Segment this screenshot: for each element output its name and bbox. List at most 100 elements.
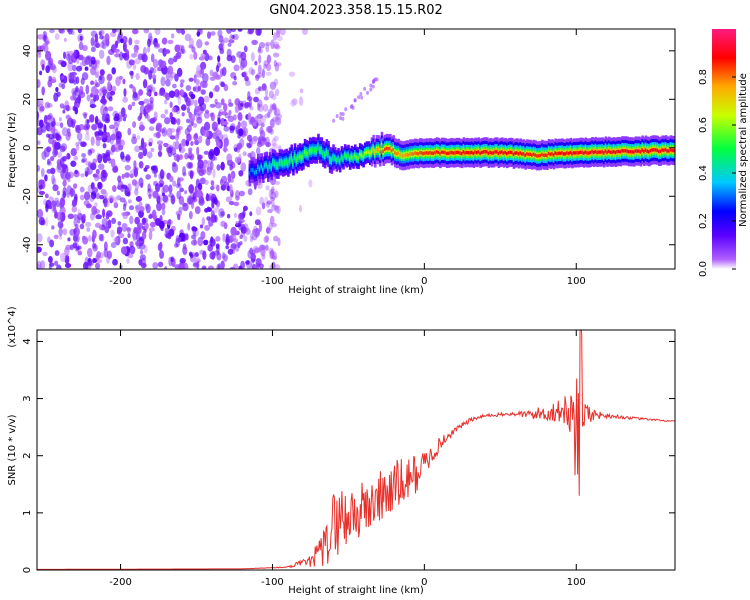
heatmap-cell [134, 58, 141, 65]
heatmap-cell [107, 106, 114, 112]
heatmap-cell [277, 237, 281, 247]
heatmap-cell [57, 151, 63, 158]
heatmap-cell [246, 96, 253, 102]
heatmap-cell [432, 151, 436, 156]
heatmap-cell [98, 163, 105, 170]
heatmap-cell [239, 234, 243, 240]
heatmap-cell [175, 52, 180, 60]
heatmap-cell [133, 160, 137, 169]
heatmap-cell [190, 93, 196, 100]
heatmap-cell [210, 153, 216, 162]
heatmap-cell [357, 95, 361, 100]
heatmap-cell [64, 100, 69, 108]
heatmap-cell [261, 137, 267, 145]
heatmap-cell [57, 220, 64, 229]
heatmap-cell [148, 141, 153, 147]
heatmap-cell [622, 149, 626, 153]
heatmap-cell [292, 160, 295, 165]
heatmap-cell [529, 152, 532, 157]
heatmap-cell [179, 82, 184, 88]
heatmap-cell [138, 151, 144, 160]
heatmap-cell [62, 109, 66, 114]
heatmap-cell [131, 136, 138, 145]
heatmap-cell [59, 122, 64, 129]
heatmap-cell [160, 113, 166, 119]
heatmap-cell [232, 263, 239, 269]
heatmap-cell [353, 153, 357, 158]
heatmap-cell [363, 151, 367, 156]
heatmap-cell [392, 147, 395, 152]
heatmap-cell [222, 183, 228, 190]
heatmap-cell [167, 39, 174, 45]
heatmap-cell [276, 205, 281, 215]
heatmap-cell [267, 208, 273, 213]
heatmap-cell [187, 197, 194, 205]
heatmap-cell [122, 96, 128, 103]
heatmap-cell [258, 222, 263, 232]
heatmap-cell [564, 152, 568, 156]
heatmap-cell [77, 29, 83, 34]
heatmap-cell [202, 250, 207, 260]
heatmap-cell [222, 120, 229, 126]
heatmap-cell [226, 54, 233, 62]
heatmap-cell [469, 151, 472, 155]
heatmap-cell [41, 36, 48, 41]
heatmap-cell [145, 174, 151, 180]
heatmap-cell [111, 67, 116, 75]
heatmap-cell [209, 103, 216, 108]
heatmap-cell [176, 118, 181, 124]
heatmap-cell [81, 235, 86, 241]
heatmap-cell [84, 57, 90, 65]
heatmap-cell [218, 111, 222, 117]
heatmap-cell [60, 75, 65, 80]
heatmap-cell [197, 85, 202, 92]
heatmap-cell [223, 143, 227, 153]
heatmap-cell [57, 159, 61, 169]
heatmap-cell [152, 86, 156, 93]
heatmap-cell [200, 53, 206, 59]
heatmap-cell [261, 202, 266, 210]
heatmap-cell [509, 150, 512, 155]
heatmap-cell [229, 125, 236, 131]
heatmap-cell [646, 149, 649, 153]
heatmap-cell [44, 193, 49, 199]
heatmap-cell [174, 133, 180, 141]
heatmap-cell [208, 91, 214, 99]
heatmap-cell [135, 45, 140, 51]
heatmap-cell [74, 98, 80, 107]
heatmap-cell [119, 197, 126, 203]
heatmap-cell [305, 151, 309, 156]
heatmap-cell [185, 98, 192, 108]
heatmap-cell [131, 179, 137, 186]
heatmap-cell [440, 150, 444, 154]
heatmap-cell [395, 151, 399, 156]
heatmap-cell [234, 156, 241, 164]
heatmap-cell [203, 95, 210, 103]
heatmap-cell [207, 192, 214, 201]
heatmap-cell [158, 91, 164, 97]
heatmap-cell [500, 150, 504, 154]
heatmap-cell [205, 137, 211, 146]
heatmap-cell [335, 113, 339, 118]
heatmap-cell [192, 122, 198, 128]
heatmap-cell [323, 153, 327, 158]
heatmap-cell [83, 125, 90, 131]
heatmap-cell [111, 43, 117, 53]
heatmap-cell [194, 132, 198, 139]
heatmap-cell [279, 29, 286, 36]
heatmap-cell [52, 65, 57, 74]
heatmap-cell [358, 152, 362, 156]
heatmap-cell [49, 239, 55, 248]
heatmap-cell [370, 150, 374, 154]
heatmap-cell [99, 75, 103, 81]
x-tick-label: -200 [109, 276, 132, 287]
heatmap-cell [169, 101, 173, 108]
heatmap-cell [562, 152, 566, 156]
heatmap-cell [673, 148, 675, 153]
heatmap-cell [242, 151, 247, 157]
heatmap-cell [137, 115, 142, 121]
heatmap-cell [185, 96, 191, 107]
heatmap-cell [390, 149, 394, 153]
heatmap-cell [158, 220, 165, 229]
heatmap-cell [247, 188, 253, 196]
